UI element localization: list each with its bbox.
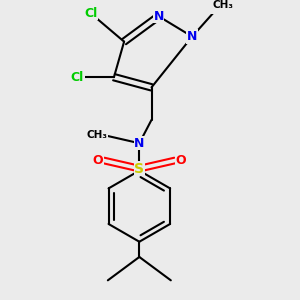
- Text: S: S: [134, 162, 144, 176]
- Text: O: O: [93, 154, 104, 167]
- Text: CH₃: CH₃: [213, 0, 234, 10]
- Text: Cl: Cl: [84, 7, 97, 20]
- Text: Cl: Cl: [71, 71, 84, 84]
- Text: O: O: [175, 154, 186, 167]
- Text: CH₃: CH₃: [86, 130, 107, 140]
- Text: N: N: [153, 10, 164, 23]
- Text: N: N: [134, 137, 145, 150]
- Text: N: N: [187, 30, 197, 43]
